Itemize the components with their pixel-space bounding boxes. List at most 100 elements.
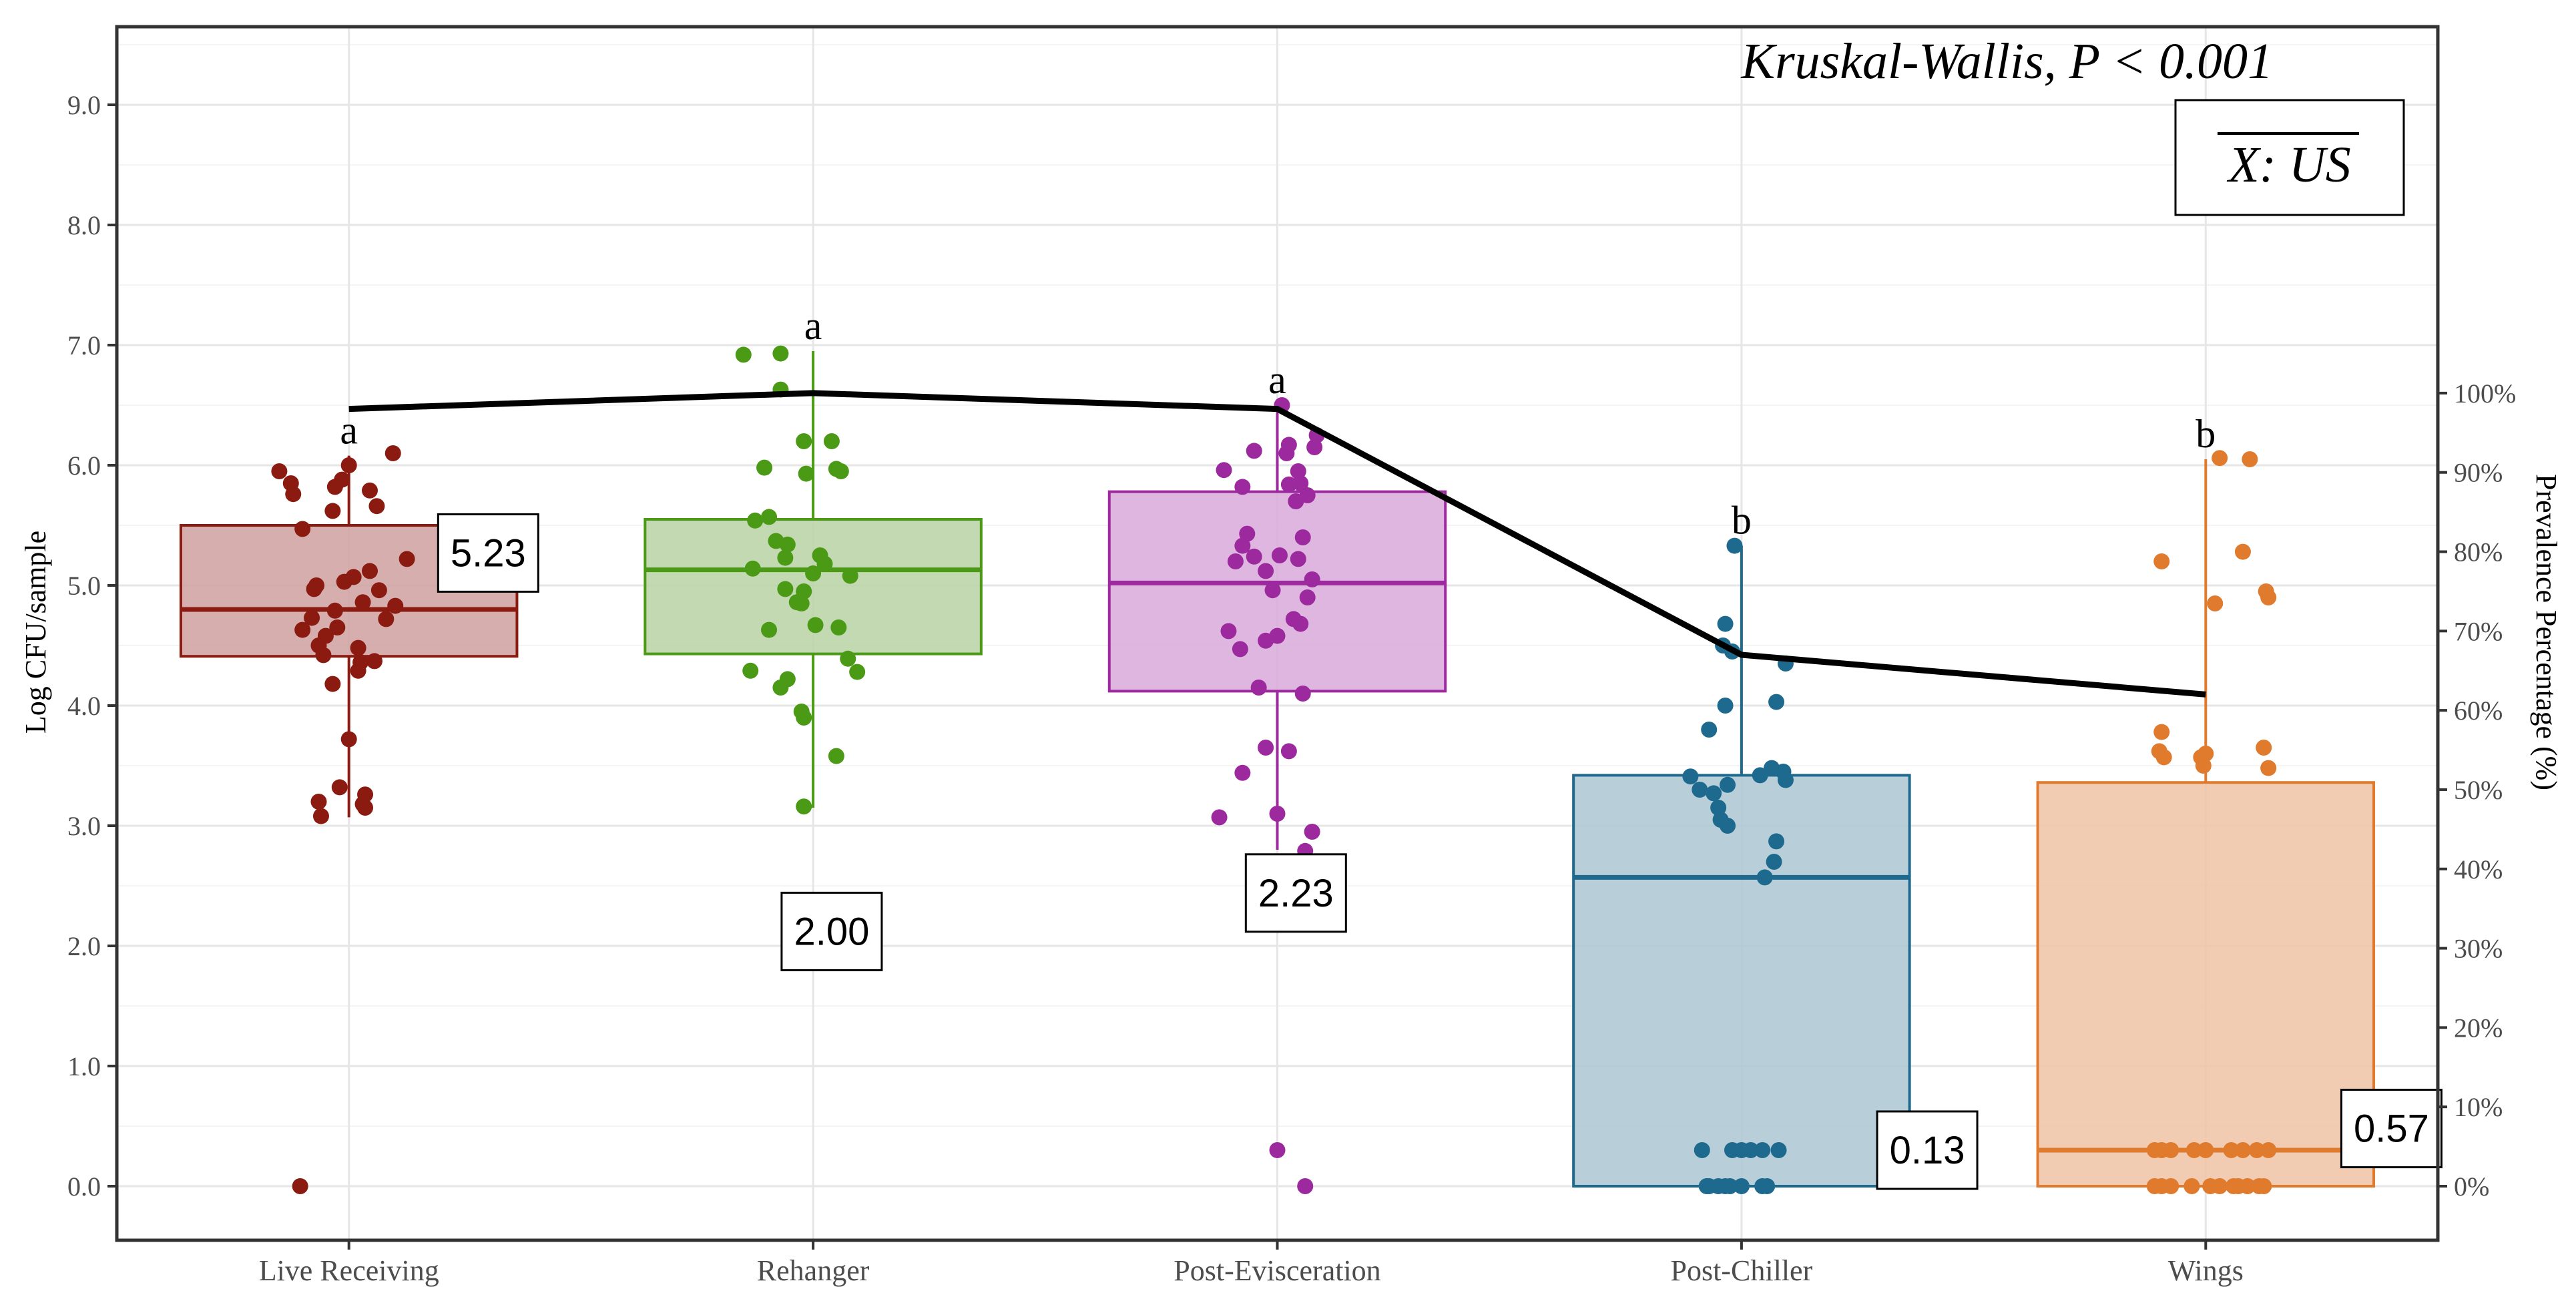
box-body: [2036, 781, 2376, 1188]
data-point: [1269, 806, 1286, 822]
y-tick-label-left: 1.0: [67, 1051, 101, 1081]
data-point: [399, 551, 415, 567]
data-point: [1692, 782, 1708, 798]
data-point: [840, 650, 856, 667]
y-axis-left-title: Log CFU/sample: [19, 531, 52, 734]
data-point: [1304, 824, 1320, 840]
data-point: [2195, 758, 2212, 774]
box-wings: [2036, 459, 2376, 1188]
y-tick-label-left: 0.0: [67, 1172, 101, 1202]
data-point: [384, 445, 401, 461]
y-tick-label-left: 2.0: [67, 931, 101, 961]
data-point: [1246, 548, 1262, 565]
data-point: [796, 798, 812, 815]
data-point: [370, 582, 387, 599]
data-point: [304, 609, 320, 626]
data-point: [756, 459, 773, 476]
value-label-text: 2.23: [1258, 872, 1334, 915]
data-point: [1768, 694, 1785, 710]
data-point: [1290, 463, 1306, 479]
significance-letters: a a a b b: [340, 304, 2216, 543]
y-axis-left: 0.0 1.0 2.0 3.0 4.0 5.0 6.0 7.0 8.0 9.0: [67, 90, 117, 1202]
value-label-box: 0.57: [2340, 1089, 2442, 1169]
data-point: [1280, 743, 1297, 760]
y-tick-label-left: 4.0: [67, 691, 101, 721]
data-point: [1682, 768, 1699, 785]
data-point: [1770, 1142, 1787, 1158]
data-point: [340, 457, 357, 473]
x-tick-label: Post-Chiller: [1671, 1254, 1813, 1287]
data-point: [312, 808, 329, 824]
value-labels: 5.23 2.00 2.23 0.13 0.57: [437, 513, 2442, 1190]
data-point: [1216, 462, 1232, 479]
y-tick-label-right: 100%: [2454, 378, 2516, 409]
data-point: [842, 567, 858, 584]
y-tick-label-left: 3.0: [67, 811, 101, 841]
data-point: [779, 536, 796, 553]
data-point: [1726, 537, 1743, 554]
value-label-box: 0.13: [1876, 1110, 1979, 1190]
data-point: [796, 433, 812, 449]
data-point: [1720, 818, 1736, 834]
data-point: [1290, 551, 1306, 567]
data-point: [796, 583, 812, 599]
x-tick-label: Live Receiving: [259, 1254, 439, 1287]
data-point: [1234, 537, 1251, 554]
data-point: [329, 619, 346, 635]
y-tick-label-left: 6.0: [67, 451, 101, 481]
y-tick-label-left: 7.0: [67, 330, 101, 360]
y-tick-label-right: 60%: [2454, 696, 2503, 726]
data-point: [1733, 1178, 1750, 1194]
data-point: [317, 627, 334, 644]
x-tick-label: Wings: [2168, 1254, 2244, 1287]
y-axis-right-title: Prevalence Percentage (%): [2530, 474, 2563, 790]
data-point: [807, 617, 824, 633]
data-point: [1777, 772, 1794, 788]
data-point: [294, 621, 311, 638]
data-point: [1304, 571, 1320, 587]
data-point: [1288, 493, 1304, 509]
data-point: [1752, 767, 1768, 784]
prevalence-line-group: [348, 390, 2206, 698]
data-point: [361, 482, 378, 499]
y-tick-label-left: 5.0: [67, 571, 101, 601]
y-tick-label-right: 20%: [2454, 1013, 2503, 1043]
y-tick-label-right: 30%: [2454, 934, 2503, 964]
data-point: [1717, 615, 1734, 632]
value-label-frame: [1876, 1110, 1979, 1190]
data-point: [1294, 529, 1311, 545]
y-tick-label-right: 70%: [2454, 616, 2503, 646]
data-point: [294, 521, 311, 537]
legend-text: X: US: [2226, 137, 2351, 193]
data-point: [2198, 1142, 2214, 1158]
data-point: [2256, 1178, 2272, 1194]
data-point: [1694, 1142, 1710, 1158]
data-point: [1297, 1178, 1314, 1194]
data-point: [1706, 785, 1722, 802]
data-point: [798, 465, 814, 482]
data-point: [2163, 1142, 2179, 1158]
data-point: [326, 602, 343, 619]
data-point: [1754, 1142, 1771, 1158]
data-point: [1759, 1178, 1776, 1194]
data-point: [340, 731, 357, 748]
data-point: [2185, 1142, 2202, 1158]
value-label-text: 5.23: [451, 531, 526, 575]
data-point: [292, 1178, 308, 1194]
data-point: [1710, 800, 1727, 816]
data-points: [271, 345, 2277, 1194]
data-point: [2234, 1142, 2251, 1158]
data-point: [849, 664, 866, 680]
data-point: [742, 662, 759, 679]
data-point: [1232, 641, 1248, 658]
data-point: [1306, 439, 1323, 455]
data-point: [2153, 553, 2170, 569]
data-point: [744, 560, 761, 577]
data-point: [772, 345, 789, 362]
data-point: [1278, 445, 1295, 461]
data-point: [2260, 760, 2277, 776]
data-point: [2234, 543, 2251, 560]
data-point: [2153, 724, 2170, 740]
data-point: [1756, 869, 1773, 886]
